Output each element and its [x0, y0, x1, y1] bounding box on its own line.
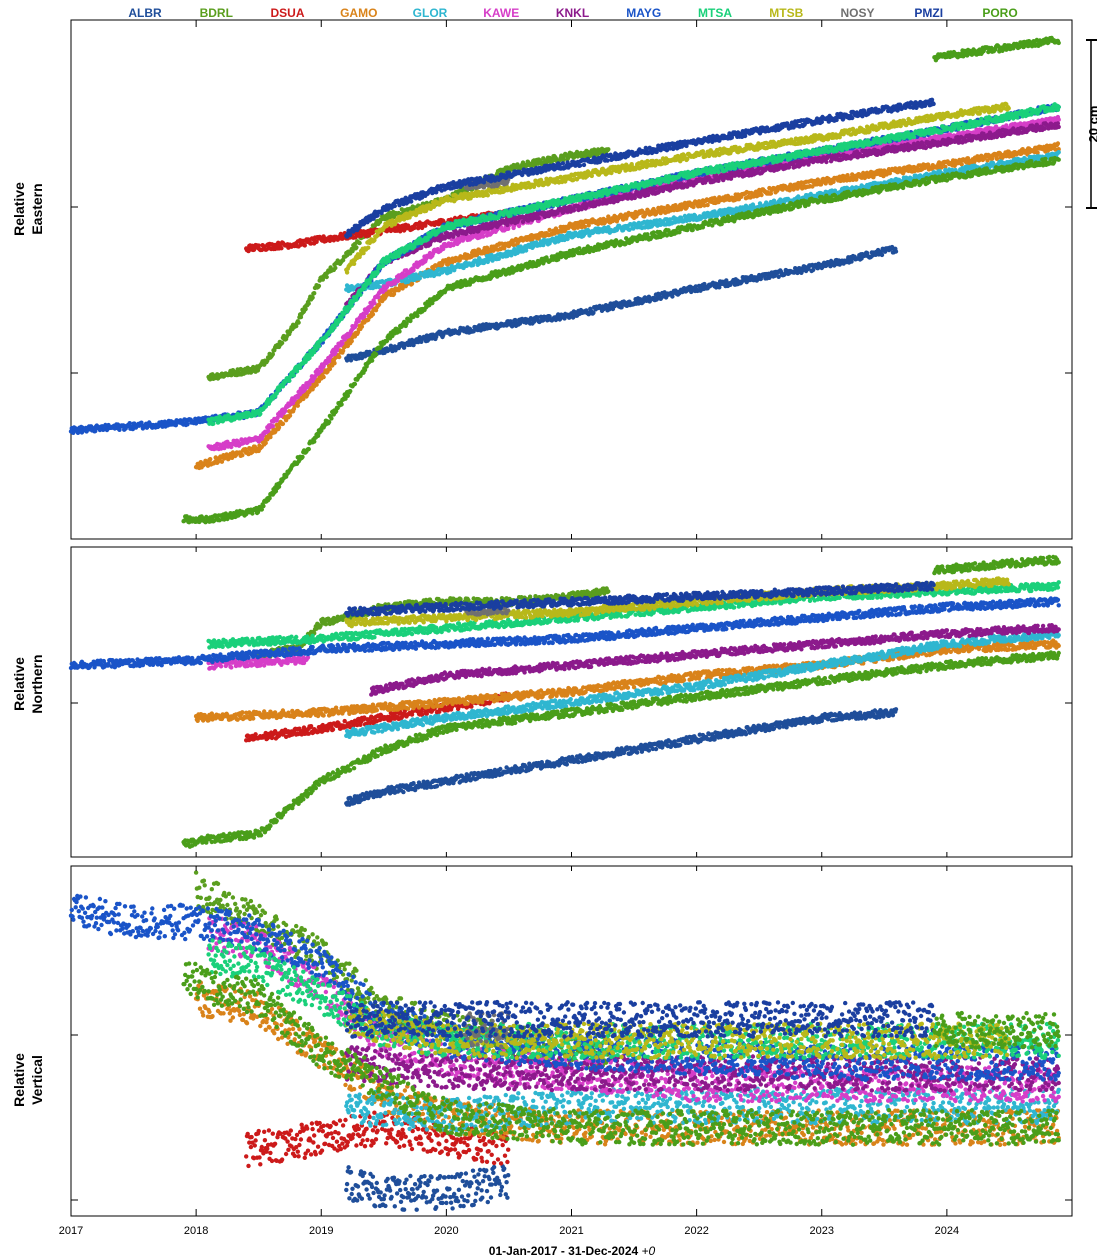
- legend-item-pmzi: PMZI: [914, 6, 943, 20]
- legend-item-dsua: DSUA: [270, 6, 304, 20]
- data-point: [759, 192, 764, 198]
- data-point: [1056, 150, 1061, 155]
- data-point: [376, 302, 382, 307]
- data-point: [276, 425, 282, 430]
- data-point: [705, 202, 710, 208]
- data-point: [333, 265, 338, 271]
- legend-item-mtsa: MTSA: [698, 6, 732, 20]
- data-point: [302, 243, 307, 248]
- data-point: [268, 434, 273, 440]
- data-point: [321, 374, 326, 380]
- data-point: [270, 352, 275, 357]
- data-point: [547, 227, 552, 233]
- legend-item-poro: PORO: [982, 6, 1017, 20]
- data-point: [279, 340, 285, 346]
- legend-item-glor: GLOR: [413, 6, 448, 20]
- legend-item-nosy: NOSY: [840, 6, 874, 20]
- data-point: [1055, 141, 1061, 146]
- data-point: [591, 310, 596, 315]
- data-point: [471, 329, 476, 334]
- data-point: [411, 342, 416, 348]
- data-point: [296, 320, 301, 325]
- data-point: [376, 295, 381, 300]
- data-point: [691, 204, 696, 210]
- legend-item-gamo: GAMO: [340, 6, 377, 20]
- data-point: [295, 403, 300, 408]
- data-point: [240, 453, 245, 458]
- data-point: [395, 278, 401, 284]
- data-point: [359, 324, 365, 329]
- data-point: [316, 283, 322, 289]
- data-point: [893, 249, 899, 254]
- legend-item-bdrl: BDRL: [200, 6, 233, 20]
- legend-item-knkl: KNKL: [556, 6, 589, 20]
- panel-eastern: Relative Eastern 20 cm: [11, 19, 1097, 540]
- legend-item-albr: ALBR: [128, 6, 162, 20]
- data-point: [480, 234, 486, 239]
- data-point: [306, 301, 311, 306]
- data-point: [270, 424, 275, 429]
- data-point: [1056, 117, 1061, 122]
- eastern-data-points: [68, 35, 1061, 525]
- data-point: [372, 301, 377, 306]
- data-point: [357, 240, 362, 246]
- data-point: [208, 457, 213, 462]
- legend-item-kawe: KAWE: [483, 6, 519, 20]
- data-point: [879, 252, 885, 258]
- data-point: [348, 358, 354, 363]
- data-point: [571, 208, 576, 213]
- data-point: [606, 147, 611, 152]
- data-point: [417, 276, 422, 281]
- legend-item-mtsb: MTSB: [769, 6, 803, 20]
- data-point: [310, 295, 315, 300]
- data-point: [312, 291, 317, 296]
- data-point: [340, 341, 345, 346]
- data-point: [332, 361, 337, 366]
- data-point: [370, 312, 376, 317]
- legend: ALBR BDRL DSUA GAMO GLOR KAWE KNKL MAYG MTSA MTSB…: [128, 6, 1017, 20]
- data-point: [536, 216, 541, 221]
- series-albr-eastern: [344, 244, 899, 363]
- data-point: [280, 421, 286, 426]
- data-point: [303, 306, 308, 312]
- data-point: [287, 413, 293, 418]
- data-point: [349, 338, 354, 344]
- data-point: [337, 354, 342, 360]
- legend-item-mayg: MAYG: [626, 6, 661, 20]
- data-point: [354, 245, 359, 250]
- data-point: [279, 246, 284, 251]
- data-point: [324, 274, 329, 280]
- data-point: [283, 408, 288, 414]
- data-point: [959, 162, 964, 167]
